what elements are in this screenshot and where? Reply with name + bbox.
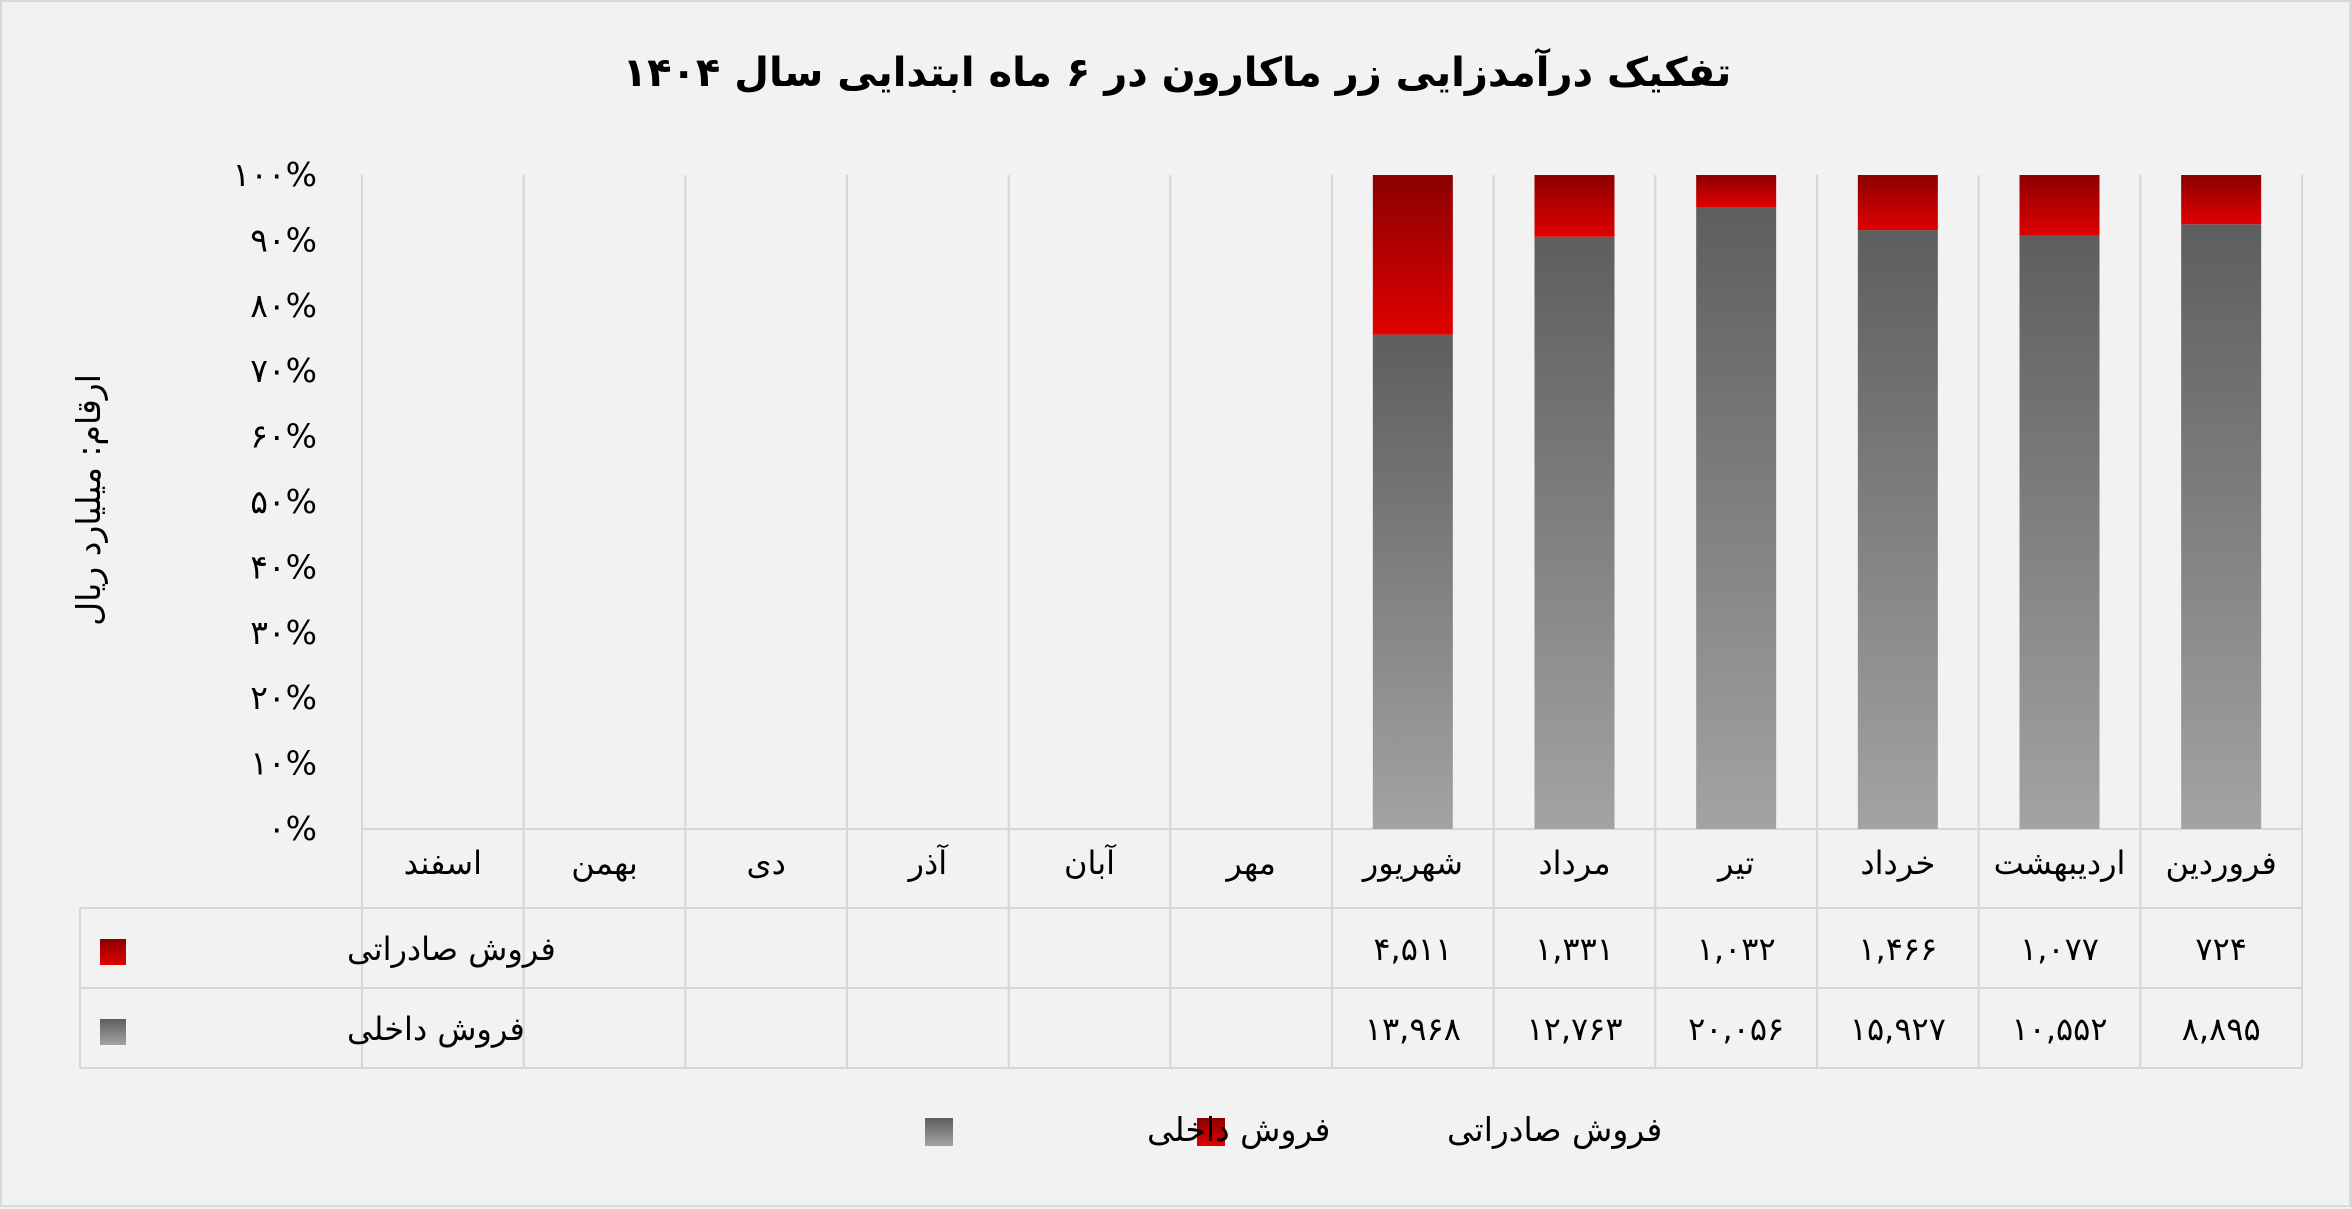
bar-domestic — [1534, 236, 1615, 829]
y-tick-label: ۴۰% — [250, 547, 317, 586]
category-label: مهر — [1224, 844, 1276, 882]
bar-domestic — [2019, 235, 2100, 829]
table-value-domestic: ۲۰,۰۵۶ — [1688, 1010, 1784, 1048]
table-value-domestic: ۱۰,۵۵۲ — [2011, 1010, 2107, 1048]
bar-domestic — [1696, 207, 1777, 829]
bars — [1372, 175, 2262, 830]
table-key-export — [100, 939, 126, 965]
y-tick-label: ۸۰% — [250, 286, 317, 325]
y-tick-label: ۶۰% — [250, 417, 317, 456]
category-label: آذر — [907, 843, 950, 882]
bar-export — [2019, 175, 2100, 236]
y-tick-label: ۷۰% — [250, 351, 317, 390]
table-series-name: فروش داخلی — [347, 1010, 525, 1048]
bar-domestic — [1372, 334, 1453, 829]
y-tick-label: ۲۰% — [250, 678, 317, 717]
category-label: اردیبهشت — [1994, 844, 2126, 882]
grid-lines — [79, 175, 2303, 1069]
bar-export — [1534, 175, 1615, 237]
table-value-export: ۱,۳۳۱ — [1535, 930, 1614, 968]
chart-title: تفکیک درآمدزایی زر ماکارون در ۶ ماه ابتد… — [623, 47, 1732, 96]
table-series-name: فروش صادراتی — [347, 930, 556, 968]
legend-label-domestic: فروش داخلی — [1147, 1110, 1330, 1149]
category-label: اسفند — [404, 844, 482, 882]
category-label: دی — [747, 844, 786, 882]
legend-swatch-export — [1197, 1118, 1225, 1146]
y-axis-ticks: ۰% ۱۰% ۲۰% ۳۰% ۴۰% ۵۰% ۶۰% ۷۰% ۸۰% ۹۰% ۱۰۰% — [232, 155, 317, 848]
bar-domestic — [1857, 230, 1938, 830]
category-label: خرداد — [1860, 844, 1935, 882]
legend-label-export: فروش صادراتی — [1447, 1110, 1662, 1149]
table-value-export: ۷۲۴ — [2195, 930, 2247, 968]
table-value-domestic: ۱۳,۹۶۸ — [1365, 1010, 1461, 1048]
category-label: فروردین — [2165, 844, 2276, 882]
category-label: آبان — [1064, 843, 1117, 882]
bar-export — [2181, 175, 2262, 225]
bar-export — [1857, 175, 1938, 231]
y-tick-label: ۳۰% — [250, 613, 317, 652]
table-value-export: ۱,۰۳۲ — [1697, 930, 1776, 968]
table-value-export: ۴,۵۱۱ — [1373, 930, 1452, 968]
y-tick-label: ۰% — [268, 809, 317, 848]
y-tick-label: ۵۰% — [250, 482, 317, 521]
category-label: بهمن — [571, 844, 638, 882]
category-label: شهریور — [1361, 844, 1463, 882]
table-value-domestic: ۱۲,۷۶۳ — [1526, 1010, 1622, 1048]
y-tick-label: ۹۰% — [250, 220, 317, 259]
legend-swatch-domestic — [925, 1118, 953, 1146]
bar-domestic — [2181, 224, 2262, 829]
legend: فروش صادراتی فروش داخلی — [925, 1110, 1662, 1149]
y-tick-label: ۱۰۰% — [232, 155, 317, 194]
table-value-export: ۱,۰۷۷ — [2020, 930, 2099, 968]
table-value-domestic: ۸,۸۹۵ — [2182, 1010, 2261, 1048]
y-tick-label: ۱۰% — [250, 744, 317, 783]
bar-export — [1372, 175, 1453, 335]
table-value-domestic: ۱۵,۹۲۷ — [1850, 1010, 1946, 1048]
category-label: تیر — [1716, 844, 1754, 882]
category-label: مرداد — [1538, 844, 1610, 882]
data-table: فروش صادراتی ۷۲۴ ۱,۰۷۷ ۱,۴۶۶ ۱,۰۳۲ ۱,۳۳۱ ۴,۵۱۱… — [100, 930, 2261, 1048]
y-axis-label: ارقام: میلیارد ریال — [69, 374, 108, 626]
table-value-export: ۱,۴۶۶ — [1858, 930, 1937, 968]
category-labels: فروردین اردیبهشت خرداد تیر مرداد شهریور مهر آبا… — [404, 843, 2277, 882]
bar-export — [1696, 175, 1777, 208]
table-key-domestic — [100, 1019, 126, 1045]
